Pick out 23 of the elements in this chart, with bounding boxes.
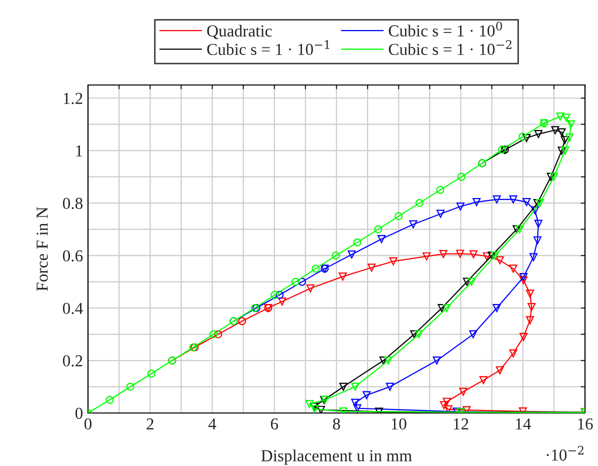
x-tick-label: 10: [392, 418, 406, 430]
text: ·10$^{−2}$: [546, 446, 584, 461]
x-tick-label: 2: [146, 418, 154, 430]
y-tick-label: 0.2: [62, 355, 82, 367]
x-tick-label: 6: [270, 418, 278, 430]
y-tick-label: 0: [75, 408, 83, 419]
legend-label: Cubic s = 1 · 10$^{−2}$: [388, 40, 512, 56]
legend-label: Cubic s = 1 · 10$^{0}$: [388, 22, 502, 36]
y-axis-title: Force F in N: [36, 207, 48, 291]
x-tick-label: 16: [578, 418, 593, 430]
y-tick-label: 0.4: [62, 302, 83, 314]
x-tick-label: 14: [516, 418, 531, 430]
legend-label: Quadratic: [207, 24, 272, 40]
y-tick-label: 1.2: [64, 92, 82, 104]
x-tick-label: 12: [454, 418, 468, 430]
x-tick-label: 8: [332, 418, 340, 430]
y-tick-label: 0.6: [62, 250, 83, 262]
legend-label: Cubic s = 1 · 10$^{−1}$: [207, 40, 330, 56]
y-tick-label: 1: [76, 145, 82, 156]
x-axis-title: Displacement u in mm: [261, 450, 412, 465]
x-tick-label: 0: [84, 418, 92, 430]
y-tick-label: 0.8: [62, 198, 83, 210]
x-tick-label: 4: [208, 418, 216, 430]
